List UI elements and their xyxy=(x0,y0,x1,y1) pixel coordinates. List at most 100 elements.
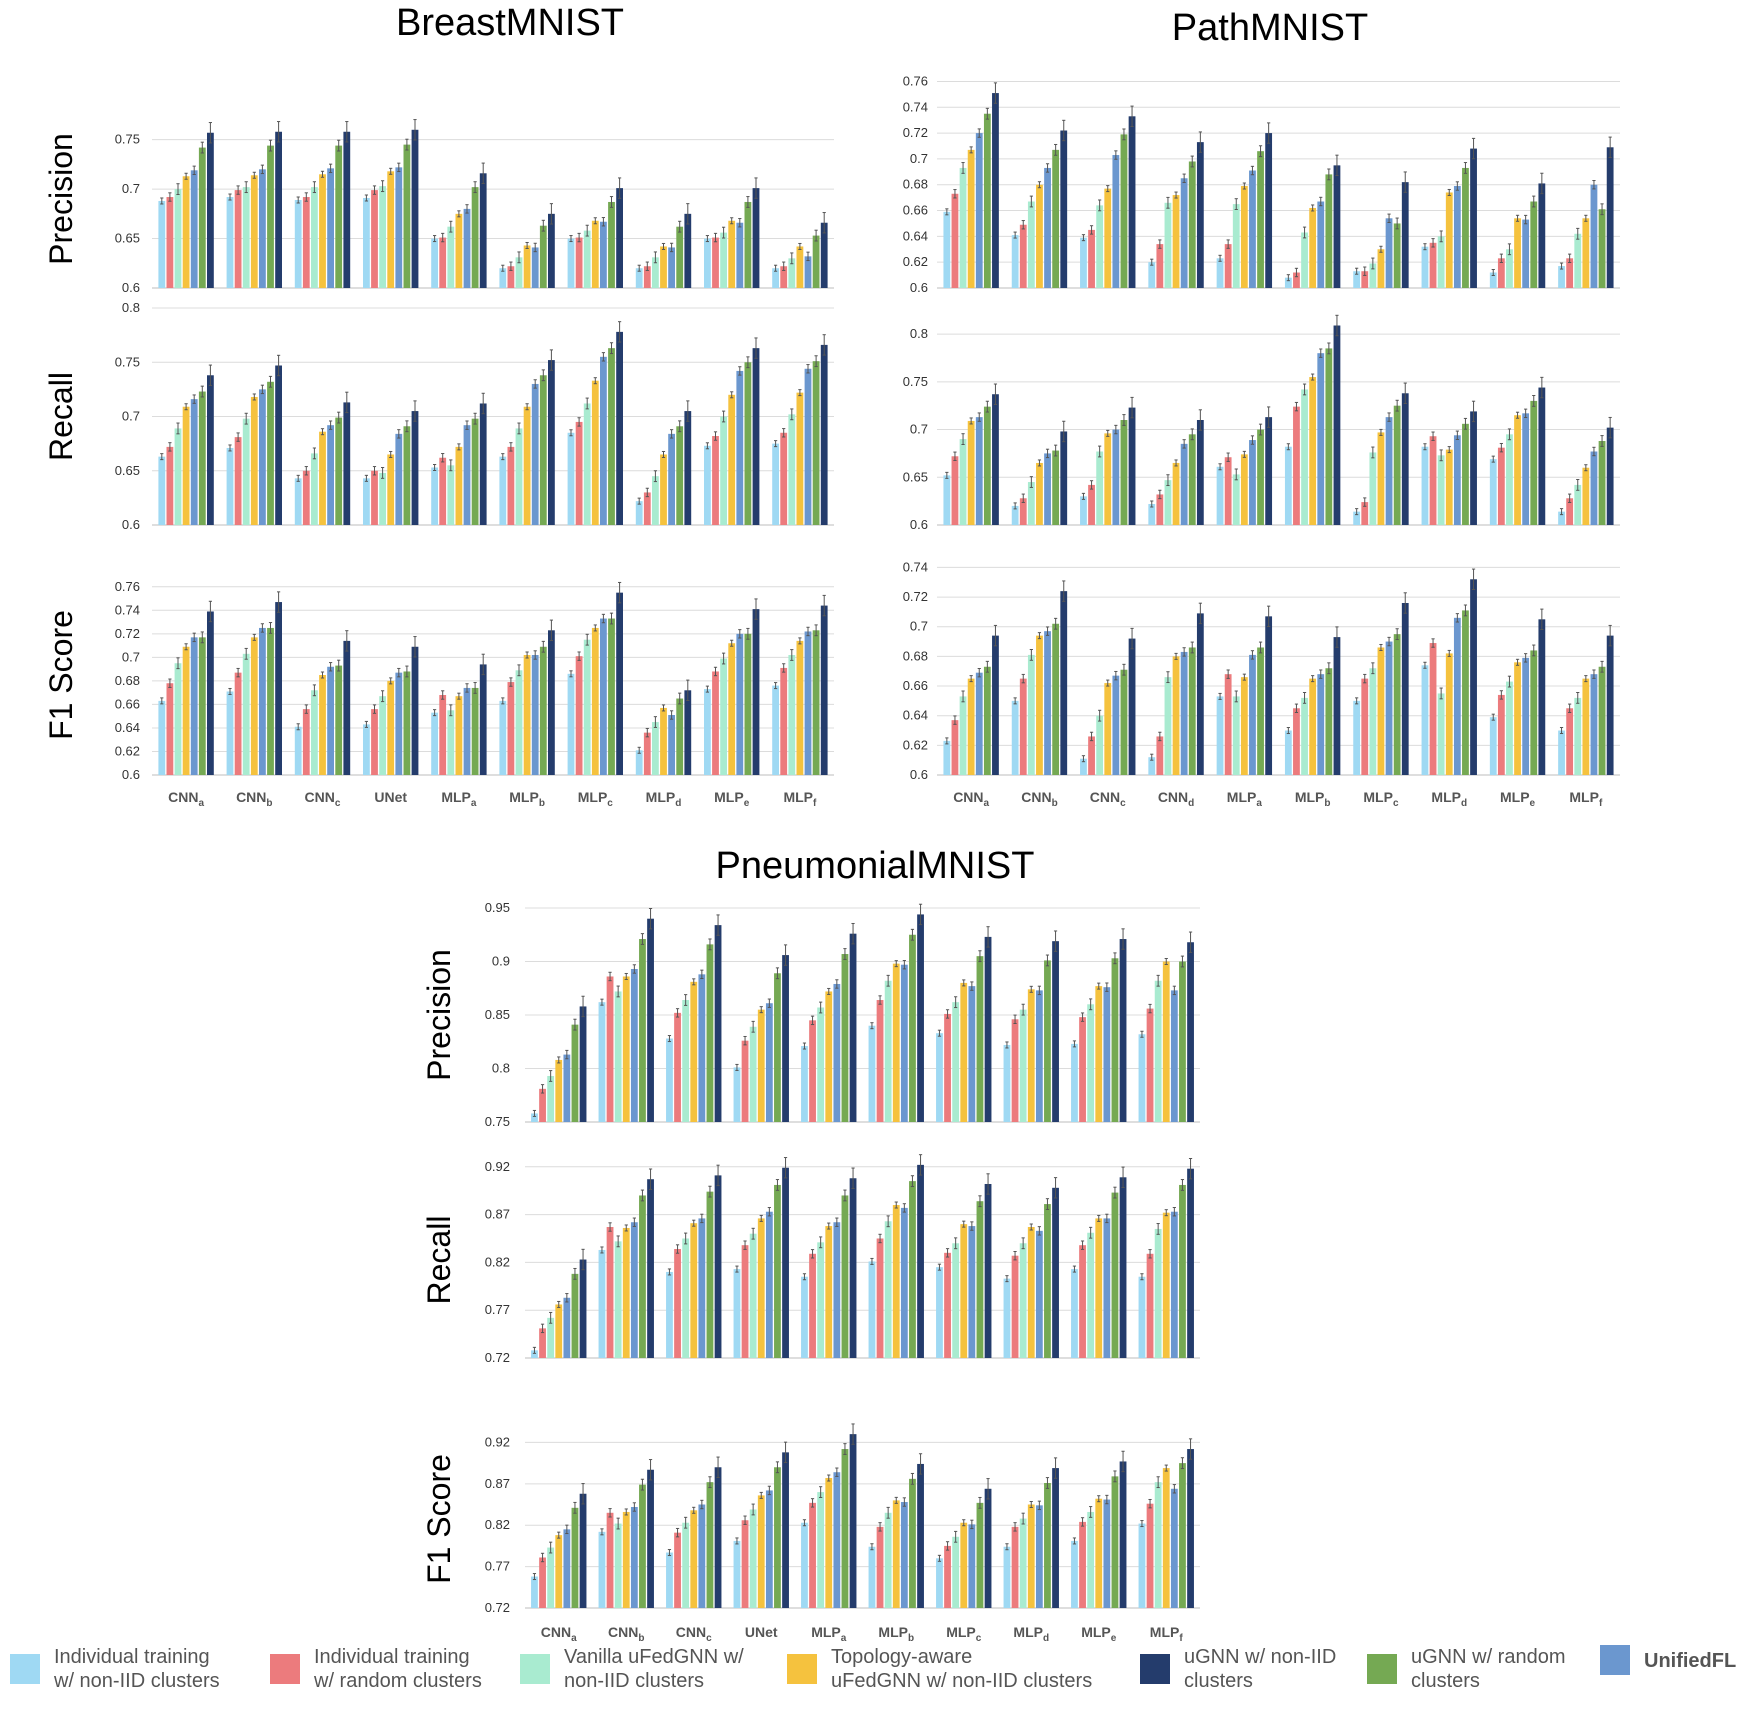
bar-topology-ufedgnn-mlpb xyxy=(523,406,531,525)
bar-topology-ufedgnn-cnnb xyxy=(250,637,258,775)
bar-ugnn-random-mlpa xyxy=(841,954,849,1122)
bar-unifiedfl-cnnc xyxy=(1112,155,1120,288)
bar-indiv-noniid-unet xyxy=(733,1540,741,1608)
legend-item: UnifiedFL xyxy=(1600,1645,1736,1675)
bar-ugnn-noniid-unet xyxy=(782,1452,789,1608)
bar-ugnn-random-cnnb xyxy=(267,145,274,288)
bar-vanilla-ufedgnn-cnnb xyxy=(1027,482,1035,525)
bar-ugnn-random-cnnb xyxy=(639,939,646,1122)
bar-topology-ufedgnn-cnna xyxy=(182,176,190,288)
bar-vanilla-ufedgnn-cnna xyxy=(547,1317,555,1358)
bar-ugnn-random-cnna xyxy=(983,406,991,525)
bar-ugnn-noniid-mlpd xyxy=(684,411,692,525)
bar-ugnn-random-mlpe xyxy=(744,633,752,775)
bar-vanilla-ufedgnn-mlpd xyxy=(1437,455,1445,525)
bar-ugnn-noniid-mlpe xyxy=(1538,619,1546,775)
legend-label: Topology-aware uFedGNN w/ non-IID cluste… xyxy=(831,1646,1093,1692)
y-tick-label: 0.62 xyxy=(115,743,140,758)
bar-topology-ufedgnn-mlpf xyxy=(796,392,804,525)
bar-vanilla-ufedgnn-mlpf xyxy=(788,258,796,288)
y-tick-label: 0.68 xyxy=(903,648,928,663)
y-tick-label: 0.95 xyxy=(485,900,510,915)
y-tick-label: 0.7 xyxy=(910,422,928,437)
bar-ugnn-noniid-mlpe xyxy=(1119,1461,1127,1608)
bar-indiv-noniid-cnnb xyxy=(1011,235,1019,288)
bar-unifiedfl-mlpd xyxy=(668,715,675,775)
bar-indiv-random-mlpb xyxy=(1293,708,1300,775)
bar-indiv-noniid-mlpa xyxy=(801,1046,808,1122)
bar-indiv-random-mlpf xyxy=(1146,1503,1154,1608)
bar-indiv-random-mlpa xyxy=(1224,457,1232,525)
bar-topology-ufedgnn-mlpa xyxy=(1240,677,1248,775)
bar-ugnn-random-mlpb xyxy=(1325,174,1333,288)
y-tick-label: 0.85 xyxy=(485,1007,510,1022)
bar-topology-ufedgnn-mlpd xyxy=(1027,1227,1035,1358)
bar-ugnn-random-mlpb xyxy=(909,1181,916,1358)
panel-row-3: 0.6 0.62 0.64 0.66 0.68 0.7 0.72 0.74 xyxy=(903,559,1620,782)
bar-ugnn-random-mlpd xyxy=(1462,610,1469,775)
bar-unifiedfl-mlpe xyxy=(1103,1499,1111,1608)
bar-topology-ufedgnn-mlpb xyxy=(892,963,900,1122)
bar-unifiedfl-mlpb xyxy=(900,1502,908,1608)
bar-ugnn-random-unet xyxy=(774,973,781,1122)
bar-ugnn-noniid-cnnd xyxy=(1196,420,1204,525)
x-category-label: MLPe xyxy=(714,789,750,809)
bar-ugnn-random-mlpb xyxy=(539,646,547,775)
y-tick-label: 0.72 xyxy=(115,626,140,641)
bar-topology-ufedgnn-mlpd xyxy=(1027,989,1035,1122)
bar-indiv-noniid-cnnc xyxy=(666,1552,673,1608)
y-tick-label: 0.66 xyxy=(115,696,140,711)
legend-label: Vanilla uFedGNN w/ non-IID clusters xyxy=(564,1646,744,1692)
bar-vanilla-ufedgnn-unet xyxy=(749,1233,757,1358)
bar-ugnn-noniid-mlpc xyxy=(1401,603,1409,775)
bar-topology-ufedgnn-mlpb xyxy=(1309,207,1317,288)
bar-unifiedfl-mlpe xyxy=(1103,987,1111,1122)
bar-ugnn-noniid-mlpc xyxy=(1401,182,1409,288)
bar-unifiedfl-mlpc xyxy=(968,986,976,1122)
bar-vanilla-ufedgnn-cnnc xyxy=(682,1238,690,1358)
bar-vanilla-ufedgnn-mlpa xyxy=(447,226,455,288)
bar-unifiedfl-mlpd xyxy=(668,433,675,525)
bar-indiv-random-cnnc xyxy=(674,1249,681,1358)
bar-ugnn-noniid-mlpc xyxy=(616,188,623,288)
bar-unifiedfl-mlpe xyxy=(1522,413,1530,525)
bar-indiv-random-mlpe xyxy=(1079,1521,1086,1608)
bar-unifiedfl-cnna xyxy=(190,170,198,288)
bar-unifiedfl-mlpa xyxy=(833,1222,841,1358)
bar-topology-ufedgnn-cnnb xyxy=(250,396,258,525)
bar-vanilla-ufedgnn-mlpa xyxy=(817,1492,825,1608)
bar-ugnn-noniid-mlpa xyxy=(849,933,857,1122)
bar-ugnn-noniid-cnnb xyxy=(1060,591,1068,775)
bar-unifiedfl-mlpa xyxy=(833,1472,841,1608)
bar-indiv-noniid-cnnb xyxy=(226,197,234,288)
panel-precision: 0.75 0.8 0.85 0.9 0.95 Precision xyxy=(421,900,1200,1129)
bar-vanilla-ufedgnn-mlpe xyxy=(1506,434,1513,525)
bar-indiv-random-mlpd xyxy=(643,266,651,288)
bar-ugnn-noniid-mlpd xyxy=(1470,148,1477,288)
bar-unifiedfl-mlpf xyxy=(804,368,812,525)
bar-indiv-noniid-mlpd xyxy=(1421,246,1429,288)
bar-indiv-random-mlpa xyxy=(809,1020,816,1122)
bar-indiv-random-mlpc xyxy=(944,1252,951,1358)
bar-indiv-random-cnnb xyxy=(606,1512,614,1608)
bar-unifiedfl-cnna xyxy=(975,672,983,775)
bar-vanilla-ufedgnn-cnnb xyxy=(1027,201,1035,288)
bar-indiv-random-cnna xyxy=(539,1328,546,1358)
bar-topology-ufedgnn-mlpf xyxy=(1582,678,1590,775)
bar-ugnn-noniid-mlpc xyxy=(616,592,623,775)
bar-ugnn-random-cnnc xyxy=(335,145,343,288)
bar-indiv-noniid-mlpd xyxy=(1421,446,1429,525)
bar-indiv-noniid-cnna xyxy=(158,200,166,288)
bar-indiv-noniid-mlpe xyxy=(704,445,711,525)
bar-indiv-noniid-cnna xyxy=(158,700,166,775)
bar-unifiedfl-mlpd xyxy=(1453,435,1461,525)
bar-unifiedfl-mlpb xyxy=(1317,353,1325,525)
bar-indiv-random-cnnc xyxy=(302,197,310,288)
bar-vanilla-ufedgnn-unet xyxy=(379,696,386,775)
bar-ugnn-noniid-mlpf xyxy=(1187,942,1194,1122)
bar-vanilla-ufedgnn-cnnd xyxy=(1164,202,1172,288)
bar-indiv-random-mlpe xyxy=(1497,694,1505,775)
bar-ugnn-random-mlpd xyxy=(1462,423,1469,525)
bar-ugnn-noniid-mlpc xyxy=(984,936,992,1122)
bar-indiv-noniid-cnna xyxy=(943,475,951,525)
